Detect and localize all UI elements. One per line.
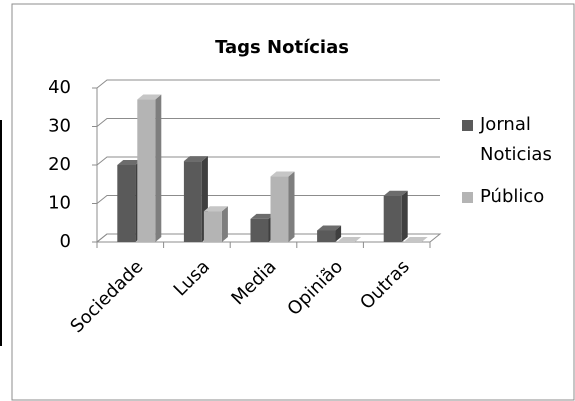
legend-swatch xyxy=(462,192,473,203)
bar xyxy=(270,176,289,242)
bar-top xyxy=(403,237,428,242)
bar-top xyxy=(270,171,295,177)
bar-top xyxy=(117,160,142,165)
grid-line xyxy=(96,156,440,166)
y-tick-label: 20 xyxy=(48,154,71,175)
bar xyxy=(203,211,222,242)
legend-swatch xyxy=(462,120,473,131)
bar xyxy=(183,161,202,242)
legend-label: Público xyxy=(480,186,545,207)
grid-line xyxy=(96,79,440,89)
bar-top xyxy=(183,156,208,162)
legend-label: Jornal Noticias xyxy=(480,114,552,165)
bar-top xyxy=(317,225,342,231)
bar xyxy=(317,230,336,242)
bar-side xyxy=(155,94,162,242)
bar xyxy=(117,165,136,242)
y-tick-label: 30 xyxy=(48,116,71,137)
bar-top xyxy=(337,237,362,242)
bar-side xyxy=(335,225,342,242)
bar-top xyxy=(137,94,162,100)
bar xyxy=(383,195,402,242)
bar xyxy=(137,99,156,242)
bar-top xyxy=(203,206,228,212)
y-tick-label: 10 xyxy=(48,193,71,214)
bar-top xyxy=(250,213,275,219)
chart-title: Tags Notícias xyxy=(215,37,349,58)
bar-top xyxy=(383,190,408,196)
y-tick-label: 0 xyxy=(60,231,71,252)
bar-side xyxy=(401,190,408,242)
grid-line xyxy=(96,195,440,204)
bar-side xyxy=(288,171,295,242)
bar-side xyxy=(221,206,228,242)
y-tick-label: 40 xyxy=(48,77,71,98)
bar xyxy=(250,218,269,242)
grid-line xyxy=(96,118,440,127)
